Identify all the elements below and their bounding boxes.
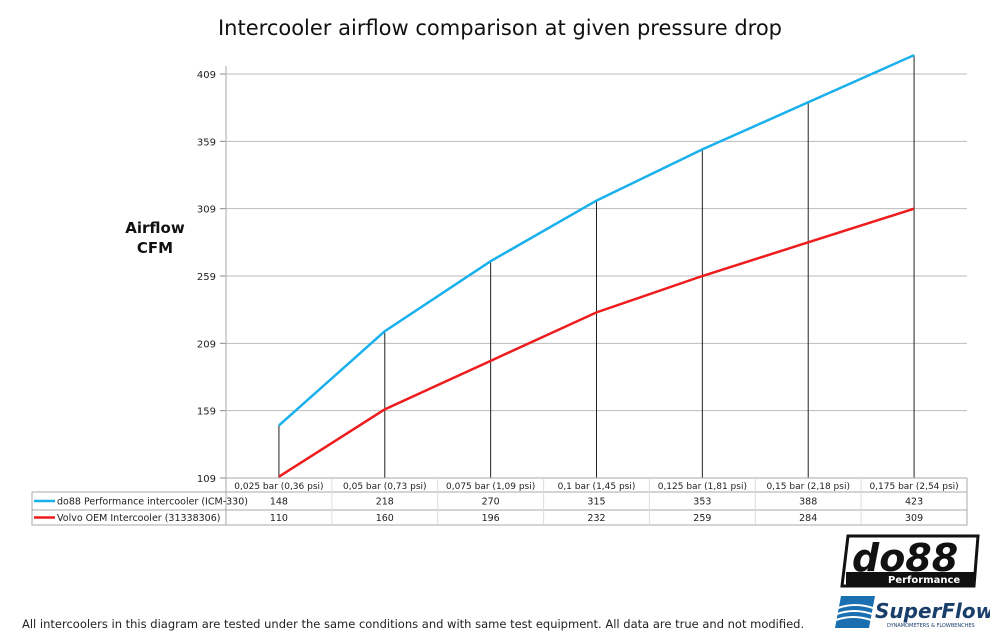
x-category-label: 0,075 bar (1,09 psi) — [446, 482, 535, 492]
legend-label: Volvo OEM Intercooler (31338306) — [57, 513, 220, 524]
x-category-label: 0,175 bar (2,54 psi) — [869, 482, 958, 492]
y-tick-label: 209 — [197, 339, 216, 350]
data-label: 270 — [482, 497, 500, 508]
y-tick-label: 359 — [197, 137, 216, 148]
data-label: 388 — [799, 497, 817, 508]
y-axis-label-line1: Airflow — [125, 219, 185, 237]
x-category-label: 0,05 bar (0,73 psi) — [343, 482, 427, 492]
data-label: 259 — [693, 513, 711, 524]
x-category-label: 0,025 bar (0,36 psi) — [234, 482, 323, 492]
superflow-tagline: DYNAMOMETERS & FLOWBENCHES — [887, 623, 975, 629]
data-label: 196 — [482, 513, 500, 524]
x-category-label: 0,15 bar (2,18 psi) — [766, 482, 850, 492]
do88-logo: do88 Performance — [840, 534, 980, 588]
y-axis-label: Airflow CFM — [110, 218, 200, 258]
data-label: 218 — [376, 497, 394, 508]
superflow-logo: SuperFlow DYNAMOMETERS & FLOWBENCHES — [835, 596, 990, 629]
data-label: 160 — [376, 513, 394, 524]
x-category-label: 0,1 bar (1,45 psi) — [558, 482, 636, 492]
data-label: 232 — [587, 513, 605, 524]
data-label: 110 — [270, 513, 288, 524]
y-tick-label: 409 — [197, 70, 216, 81]
y-tick-label: 109 — [197, 474, 216, 485]
y-tick-label: 159 — [197, 407, 216, 418]
data-label: 423 — [905, 497, 923, 508]
svg-text:Performance: Performance — [888, 575, 960, 586]
legend-label: do88 Performance intercooler (ICM-330) — [57, 497, 248, 508]
svg-text:SuperFlow: SuperFlow — [875, 599, 990, 623]
data-label: 148 — [270, 497, 288, 508]
y-axis-label-line2: CFM — [136, 239, 174, 257]
footnote: All intercoolers in this diagram are tes… — [22, 617, 805, 631]
x-category-label: 0,125 bar (1,81 psi) — [658, 482, 747, 492]
y-tick-label: 309 — [197, 205, 216, 216]
series-line-0 — [278, 54, 915, 427]
series-line-1 — [278, 207, 915, 478]
data-label: 315 — [587, 497, 605, 508]
data-label: 284 — [799, 513, 817, 524]
chart-title: Intercooler airflow comparison at given … — [217, 16, 783, 40]
data-label: 309 — [905, 513, 923, 524]
y-tick-label: 259 — [197, 272, 216, 283]
data-label: 353 — [693, 497, 711, 508]
